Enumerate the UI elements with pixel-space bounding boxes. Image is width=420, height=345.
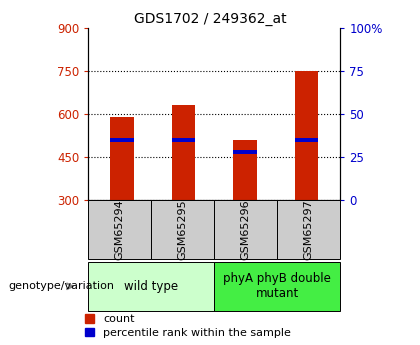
Text: GSM65295: GSM65295 [178, 199, 188, 260]
Text: GSM65294: GSM65294 [115, 199, 125, 260]
Bar [110, 117, 134, 200]
Bar [295, 138, 318, 142]
Bar [295, 71, 318, 200]
Legend: count, percentile rank within the sample: count, percentile rank within the sample [85, 314, 291, 338]
Text: genotype/variation: genotype/variation [8, 282, 114, 291]
Bar [233, 140, 257, 200]
Text: GSM65297: GSM65297 [304, 199, 314, 260]
Bar [233, 150, 257, 154]
Text: phyA phyB double
mutant: phyA phyB double mutant [223, 272, 331, 300]
Bar [110, 138, 134, 142]
Bar [172, 138, 195, 142]
Text: GSM65296: GSM65296 [241, 199, 251, 260]
Bar [88, 200, 151, 259]
Text: wild type: wild type [124, 280, 178, 293]
Bar [151, 200, 214, 259]
Text: GDS1702 / 249362_at: GDS1702 / 249362_at [134, 12, 286, 26]
Bar [172, 105, 195, 200]
Bar [214, 200, 277, 259]
Bar [88, 262, 214, 310]
Bar [277, 200, 340, 259]
Bar [214, 262, 340, 310]
